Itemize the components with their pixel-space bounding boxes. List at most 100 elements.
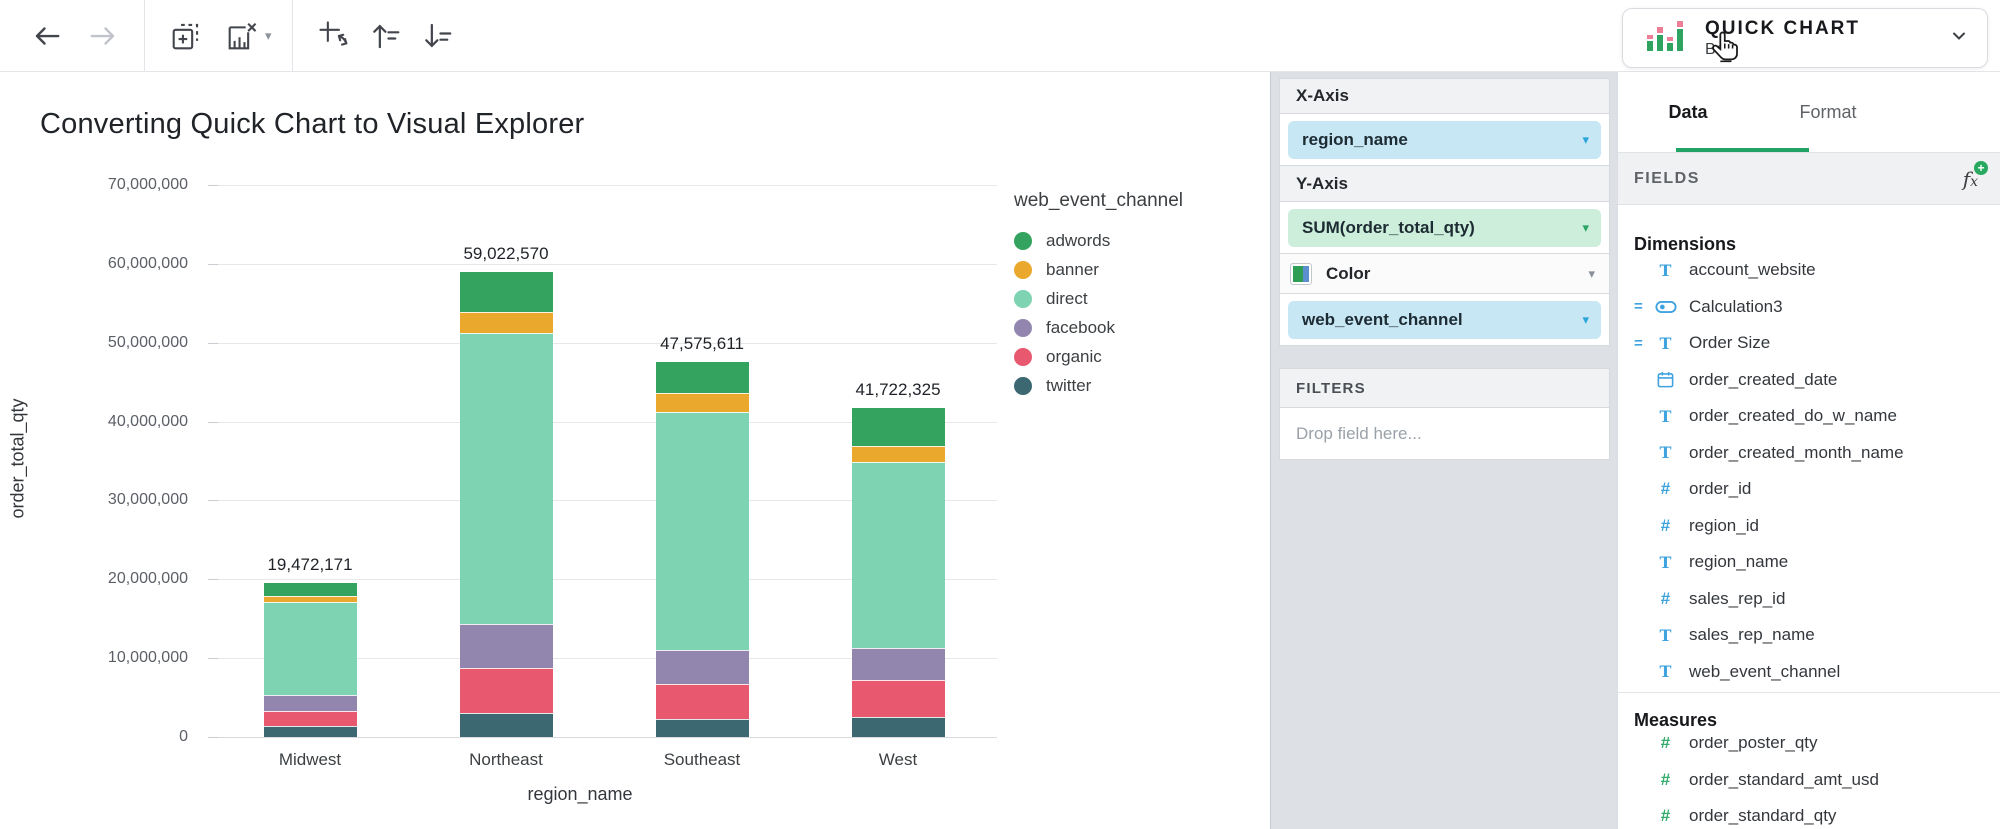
chevron-down-icon[interactable]: ▾ bbox=[1582, 312, 1589, 328]
add-calculation-fx-icon[interactable]: fx+ bbox=[1963, 167, 1978, 191]
bar-west[interactable] bbox=[852, 408, 945, 737]
bar-segment-adwords[interactable] bbox=[264, 583, 357, 595]
x-tick-label: Northeast bbox=[406, 750, 606, 770]
hand-cursor-icon bbox=[1709, 28, 1745, 73]
measure-item-order_standard_qty[interactable]: #order_standard_qty bbox=[1618, 798, 2000, 827]
tab-format[interactable]: Format bbox=[1758, 102, 1898, 123]
number-field-icon: # bbox=[1652, 806, 1679, 826]
bar-segment-direct[interactable] bbox=[264, 602, 357, 694]
filters-drop-zone[interactable]: Drop field here... bbox=[1279, 408, 1610, 460]
measure-item-order_standard_amt_usd[interactable]: #order_standard_amt_usd bbox=[1618, 762, 2000, 799]
field-name-label: Order Size bbox=[1689, 333, 1770, 353]
y-tick-mark bbox=[208, 737, 218, 738]
toolbar-divider bbox=[144, 0, 145, 72]
bar-segment-adwords[interactable] bbox=[460, 272, 553, 313]
bar-northeast[interactable] bbox=[460, 272, 553, 737]
chart-canvas: Converting Quick Chart to Visual Explore… bbox=[0, 72, 1270, 829]
legend-swatch-icon bbox=[1014, 232, 1032, 250]
dimension-item-Calculation3[interactable]: =Calculation3 bbox=[1618, 289, 2000, 326]
chevron-down-icon[interactable]: ▾ bbox=[1582, 132, 1589, 148]
dimension-item-region_id[interactable]: #region_id bbox=[1618, 508, 2000, 545]
dimension-item-order_created_do_w_name[interactable]: Torder_created_do_w_name bbox=[1618, 398, 2000, 435]
bar-segment-adwords[interactable] bbox=[852, 408, 945, 446]
bar-total-label: 59,022,570 bbox=[406, 244, 606, 264]
legend-item-label: adwords bbox=[1046, 231, 1110, 251]
measures-group-label: Measures bbox=[1618, 710, 2000, 731]
field-name-label: account_website bbox=[1689, 262, 1816, 280]
dimension-item-order_created_month_name[interactable]: Torder_created_month_name bbox=[1618, 435, 2000, 472]
dimension-item-region_name[interactable]: Tregion_name bbox=[1618, 544, 2000, 581]
text-field-icon: T bbox=[1652, 443, 1679, 462]
chevron-down-icon[interactable]: ▾ bbox=[1588, 266, 1595, 282]
forward-icon[interactable] bbox=[82, 15, 124, 57]
bar-segment-organic[interactable] bbox=[656, 684, 749, 719]
add-element-icon[interactable] bbox=[165, 15, 207, 57]
measures-list: #order_poster_qty#order_standard_amt_usd… bbox=[1618, 737, 2000, 827]
y-tick-label: 10,000,000 bbox=[30, 649, 188, 667]
y-tick-label: 30,000,000 bbox=[30, 491, 188, 509]
y-axis-field-pill[interactable]: SUM(order_total_qty) ▾ bbox=[1288, 209, 1601, 247]
bar-segment-organic[interactable] bbox=[852, 680, 945, 717]
sort-descending-icon[interactable] bbox=[417, 15, 459, 57]
dimension-item-order_created_date[interactable]: order_created_date bbox=[1618, 362, 2000, 399]
sort-ascending-icon[interactable] bbox=[365, 15, 407, 57]
bar-segment-banner[interactable] bbox=[460, 312, 553, 333]
mini-bar-chart-icon bbox=[1643, 17, 1689, 60]
color-field-pill[interactable]: web_event_channel ▾ bbox=[1288, 301, 1601, 339]
tab-data[interactable]: Data bbox=[1618, 102, 1758, 123]
dimension-item-account_website[interactable]: Taccount_website bbox=[1618, 262, 2000, 289]
bar-segment-twitter[interactable] bbox=[852, 717, 945, 737]
color-shelf-row[interactable]: Color ▾ bbox=[1279, 254, 1610, 294]
field-name-label: sales_rep_name bbox=[1689, 625, 1815, 645]
fields-header-label: FIELDS bbox=[1634, 170, 1963, 188]
quick-chart-selector[interactable]: QUICK CHART Bar bbox=[1622, 8, 1988, 68]
bar-segment-organic[interactable] bbox=[460, 668, 553, 713]
chevron-down-icon[interactable] bbox=[1949, 26, 1969, 51]
bar-segment-twitter[interactable] bbox=[264, 726, 357, 737]
legend-item-adwords[interactable]: adwords bbox=[1014, 226, 1183, 255]
bar-segment-facebook[interactable] bbox=[264, 695, 357, 712]
legend-item-label: organic bbox=[1046, 347, 1102, 367]
dimension-item-Order Size[interactable]: =TOrder Size bbox=[1618, 325, 2000, 362]
bar-segment-twitter[interactable] bbox=[460, 713, 553, 737]
bar-segment-organic[interactable] bbox=[264, 711, 357, 726]
measure-item-order_poster_qty[interactable]: #order_poster_qty bbox=[1618, 737, 2000, 762]
dimension-item-sales_rep_name[interactable]: Tsales_rep_name bbox=[1618, 617, 2000, 654]
bar-segment-facebook[interactable] bbox=[852, 648, 945, 680]
bar-segment-direct[interactable] bbox=[460, 333, 553, 624]
text-field-icon: T bbox=[1652, 662, 1679, 681]
dimension-item-sales_rep_id[interactable]: #sales_rep_id bbox=[1618, 581, 2000, 618]
dimension-item-web_event_channel[interactable]: Tweb_event_channel bbox=[1618, 654, 2000, 691]
remove-chart-icon[interactable] bbox=[221, 15, 263, 57]
bar-segment-adwords[interactable] bbox=[656, 362, 749, 394]
bar-segment-twitter[interactable] bbox=[656, 719, 749, 737]
legend-item-direct[interactable]: direct bbox=[1014, 284, 1183, 313]
bar-segment-banner[interactable] bbox=[656, 393, 749, 412]
dimensions-group-label: Dimensions bbox=[1618, 234, 2000, 255]
remove-chart-caret-icon[interactable]: ▾ bbox=[265, 28, 272, 44]
text-field-icon: T bbox=[1652, 553, 1679, 572]
legend-item-label: direct bbox=[1046, 289, 1088, 309]
x-axis-field-label: region_name bbox=[1302, 130, 1582, 150]
bar-midwest[interactable] bbox=[264, 583, 357, 737]
back-icon[interactable] bbox=[26, 15, 68, 57]
legend-item-organic[interactable]: organic bbox=[1014, 342, 1183, 371]
legend-item-facebook[interactable]: facebook bbox=[1014, 313, 1183, 342]
bar-total-label: 41,722,325 bbox=[798, 380, 998, 400]
bar-segment-direct[interactable] bbox=[852, 462, 945, 649]
bar-segment-facebook[interactable] bbox=[460, 624, 553, 668]
bar-segment-direct[interactable] bbox=[656, 412, 749, 650]
plot-area: 70,000,00060,000,00050,000,00040,000,000… bbox=[0, 72, 1270, 829]
legend-item-banner[interactable]: banner bbox=[1014, 255, 1183, 284]
dimension-item-order_id[interactable]: #order_id bbox=[1618, 471, 2000, 508]
x-axis-field-pill[interactable]: region_name ▾ bbox=[1288, 121, 1601, 159]
legend-item-twitter[interactable]: twitter bbox=[1014, 371, 1183, 400]
chevron-down-icon[interactable]: ▾ bbox=[1582, 220, 1589, 236]
swap-axes-icon[interactable] bbox=[313, 15, 355, 57]
bar-southeast[interactable] bbox=[656, 362, 749, 737]
legend-item-label: twitter bbox=[1046, 376, 1091, 396]
number-field-icon: # bbox=[1652, 737, 1679, 753]
bar-segment-banner[interactable] bbox=[852, 446, 945, 462]
bar-segment-banner[interactable] bbox=[264, 596, 357, 603]
bar-segment-facebook[interactable] bbox=[656, 650, 749, 684]
